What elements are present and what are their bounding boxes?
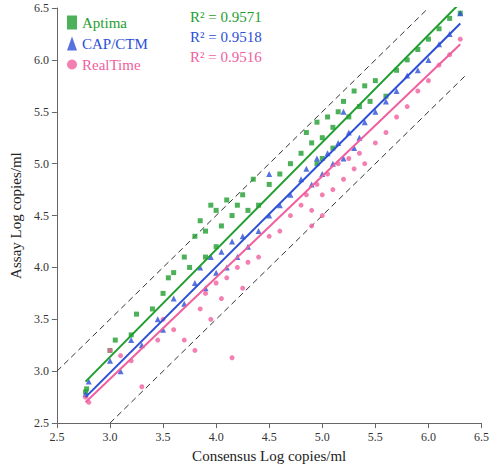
svg-text:2.5: 2.5 <box>34 416 49 430</box>
svg-text:3.5: 3.5 <box>34 312 49 326</box>
svg-text:Assay Log copies/ml: Assay Log copies/ml <box>8 152 24 279</box>
svg-text:3.5: 3.5 <box>156 430 171 444</box>
svg-text:4.5: 4.5 <box>262 430 277 444</box>
svg-text:2.5: 2.5 <box>49 430 64 444</box>
svg-text:R² = 0.9516: R² = 0.9516 <box>190 49 262 65</box>
svg-text:4.0: 4.0 <box>209 430 224 444</box>
svg-text:4.5: 4.5 <box>34 209 49 223</box>
svg-text:5.5: 5.5 <box>34 105 49 119</box>
svg-text:6.0: 6.0 <box>421 430 436 444</box>
svg-text:Aptima: Aptima <box>82 15 127 31</box>
svg-text:3.0: 3.0 <box>34 364 49 378</box>
svg-text:6.5: 6.5 <box>474 430 489 444</box>
svg-text:3.0: 3.0 <box>102 430 117 444</box>
svg-text:4.0: 4.0 <box>34 260 49 274</box>
svg-text:5.0: 5.0 <box>315 430 330 444</box>
svg-text:CAP/CTM: CAP/CTM <box>82 36 148 52</box>
svg-text:6.5: 6.5 <box>34 1 49 15</box>
svg-text:5.0: 5.0 <box>34 157 49 171</box>
svg-text:RealTime: RealTime <box>82 57 141 73</box>
svg-text:5.5: 5.5 <box>368 430 383 444</box>
svg-text:Consensus Log copies/ml: Consensus Log copies/ml <box>192 448 346 464</box>
svg-text:R² = 0.9518: R² = 0.9518 <box>190 29 262 45</box>
svg-text:R² = 0.9571: R² = 0.9571 <box>190 9 262 25</box>
svg-text:6.0: 6.0 <box>34 53 49 67</box>
